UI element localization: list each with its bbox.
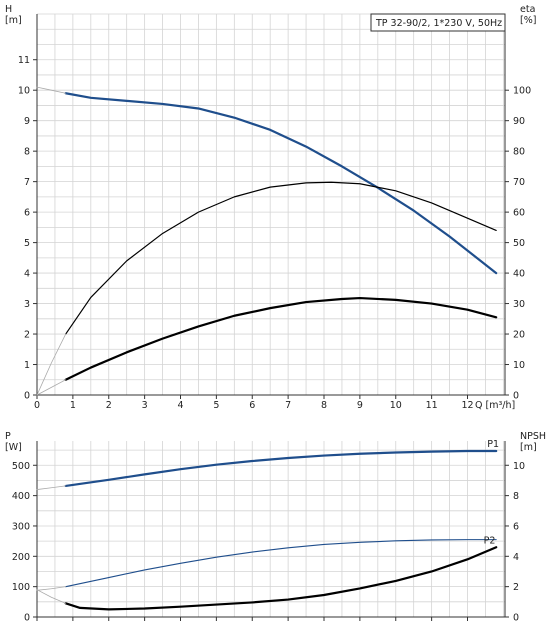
- series-line-1: [64, 92, 498, 275]
- series-line-5: [64, 296, 498, 381]
- series-line-6: [36, 379, 67, 396]
- y-left-tick-label: 4: [24, 269, 30, 280]
- y-right-tick-label: 6: [513, 521, 519, 532]
- x-tick-label: 7: [285, 400, 291, 411]
- y-left-tick-label: 10: [18, 86, 30, 97]
- x-tick-label: 6: [249, 400, 255, 411]
- y-right-axis-unit: [m]: [520, 442, 537, 453]
- y-left-tick-label: 9: [24, 116, 30, 127]
- y-left-tick-label: 7: [24, 177, 30, 188]
- x-tick-label: 3: [142, 400, 148, 411]
- y-left-tick-label: 2: [24, 330, 30, 341]
- x-tick-label: 9: [357, 400, 363, 411]
- series-line-4: [36, 333, 67, 396]
- y-right-tick-label: 10: [513, 461, 525, 472]
- y-left-axis-label: P: [5, 431, 11, 442]
- y-left-tick-label: 11: [18, 55, 30, 66]
- x-tick-label: 10: [390, 400, 402, 411]
- series-line-3: [65, 539, 497, 588]
- x-tick-label: 11: [426, 400, 438, 411]
- y-right-tick-label: 10: [513, 360, 525, 371]
- y-right-tick-label: 20: [513, 330, 525, 341]
- y-left-tick-label: 400: [12, 491, 30, 502]
- y-left-tick-label: 3: [24, 299, 30, 310]
- y-right-tick-label: 2: [513, 582, 519, 593]
- y-right-tick-label: 50: [513, 238, 525, 249]
- y-right-tick-label: 40: [513, 269, 525, 280]
- x-axis-label: Q [m³/h]: [475, 400, 515, 411]
- series-line-3: [65, 181, 497, 335]
- y-left-tick-label: 100: [12, 582, 30, 593]
- y-right-tick-label: 90: [513, 116, 525, 127]
- y-right-tick-label: 0: [513, 391, 519, 402]
- x-tick-label: 5: [213, 400, 219, 411]
- y-right-tick-label: 30: [513, 299, 525, 310]
- series-label: P2: [484, 536, 496, 547]
- y-right-tick-label: 100: [513, 86, 531, 97]
- x-tick-label: 8: [321, 400, 327, 411]
- y-right-axis-label: NPSH: [520, 431, 546, 442]
- y-left-tick-label: 500: [12, 461, 30, 472]
- y-left-tick-label: 0: [24, 391, 30, 402]
- x-tick-label: 2: [106, 400, 112, 411]
- y-left-axis-unit: [m]: [5, 15, 22, 26]
- series-line-5: [64, 546, 498, 611]
- x-tick-label: 1: [70, 400, 76, 411]
- x-tick-label: 4: [177, 400, 183, 411]
- x-tick-label: 0: [34, 400, 40, 411]
- y-left-axis-label: H: [5, 4, 12, 15]
- y-right-tick-label: 4: [513, 552, 519, 563]
- chart-panel-2: 0 100 200 300 400 500 0 2 4 6 8 10 P[W] NPSH[m] P1 P2: [5, 431, 546, 624]
- series-line-2: [36, 485, 67, 490]
- y-left-tick-label: 200: [12, 552, 30, 563]
- y-right-axis-label: eta: [520, 4, 535, 15]
- y-left-axis-unit: [W]: [5, 442, 22, 453]
- series-line-6: [36, 589, 67, 604]
- series-line-4: [36, 586, 67, 591]
- y-left-tick-label: 5: [24, 238, 30, 249]
- legend-label: TP 32-90/2, 1*230 V, 50Hz: [375, 18, 502, 29]
- y-right-axis-unit: [%]: [520, 15, 536, 26]
- y-left-tick-label: 300: [12, 521, 30, 532]
- y-left-tick-label: 8: [24, 147, 30, 158]
- y-right-tick-label: 60: [513, 208, 525, 219]
- y-left-tick-label: 6: [24, 208, 30, 219]
- y-right-tick-label: 70: [513, 177, 525, 188]
- y-left-tick-label: 0: [24, 613, 30, 624]
- y-right-tick-label: 0: [513, 613, 519, 624]
- series-line-2: [36, 86, 67, 94]
- series-label: P1: [487, 439, 499, 450]
- x-tick-label: 12: [461, 400, 473, 411]
- legend-box: [370, 13, 506, 32]
- y-left-tick-label: 1: [24, 360, 30, 371]
- y-right-tick-label: 8: [513, 491, 519, 502]
- y-right-tick-label: 80: [513, 147, 525, 158]
- series-line-1: [64, 449, 498, 488]
